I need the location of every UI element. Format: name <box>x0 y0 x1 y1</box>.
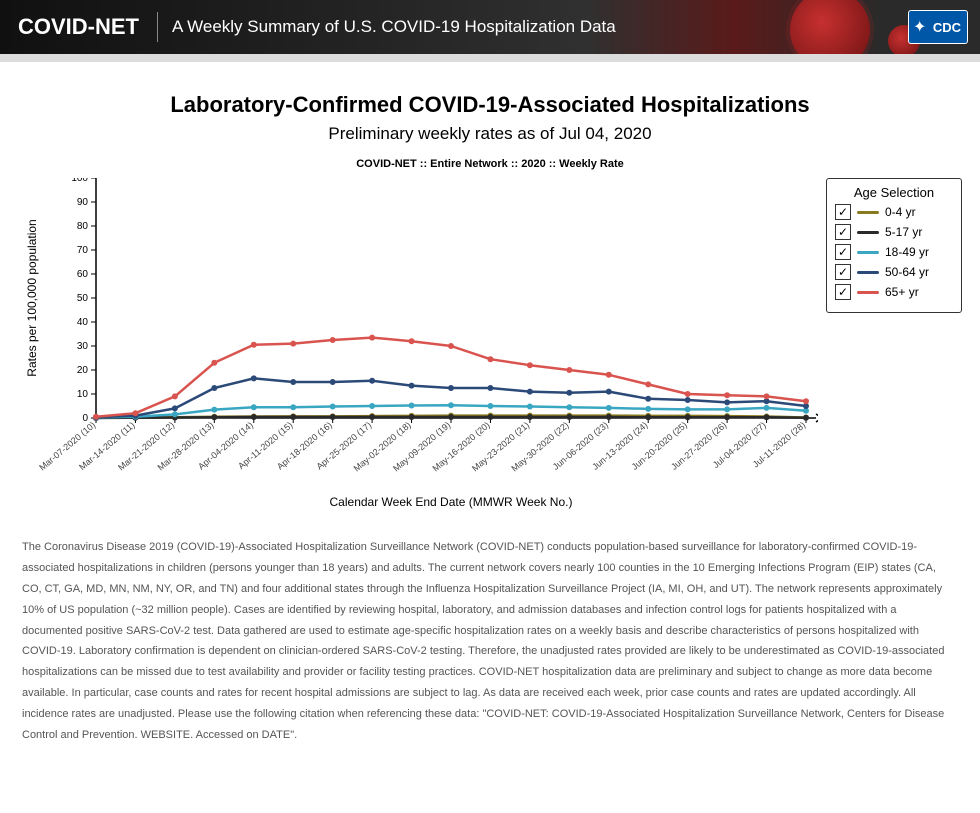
svg-text:Rates per 100,000 population: Rates per 100,000 population <box>25 219 39 376</box>
svg-text:100: 100 <box>71 178 88 184</box>
content: Laboratory-Confirmed COVID-19-Associated… <box>0 62 980 776</box>
legend-checkbox[interactable]: ✓ <box>835 244 851 260</box>
description-text: The Coronavirus Disease 2019 (COVID-19)-… <box>18 523 962 766</box>
line-chart: 0102030405060708090100Rates per 100,000 … <box>18 178 818 518</box>
legend-item-0[interactable]: ✓ 0-4 yr <box>835 204 953 220</box>
svg-text:30: 30 <box>77 341 89 352</box>
svg-text:60: 60 <box>77 269 89 280</box>
chart-title: Laboratory-Confirmed COVID-19-Associated… <box>18 92 962 118</box>
cdc-badge: ✦ CDC <box>908 10 968 44</box>
svg-text:80: 80 <box>77 221 89 232</box>
legend-swatch <box>857 231 879 234</box>
legend-label: 65+ yr <box>885 285 919 299</box>
legend-label: 50-64 yr <box>885 265 929 279</box>
legend-item-1[interactable]: ✓ 5-17 yr <box>835 224 953 240</box>
svg-text:10: 10 <box>77 389 89 400</box>
legend-swatch <box>857 251 879 254</box>
legend-item-3[interactable]: ✓ 50-64 yr <box>835 264 953 280</box>
svg-text:20: 20 <box>77 365 89 376</box>
legend-checkbox[interactable]: ✓ <box>835 284 851 300</box>
age-selection-legend: Age Selection ✓ 0-4 yr ✓ 5-17 yr ✓ 18-49 yr ✓ 5… <box>826 178 962 313</box>
chart-row: 0102030405060708090100Rates per 100,000 … <box>18 178 962 523</box>
header-subtitle: A Weekly Summary of U.S. COVID-19 Hospit… <box>158 17 616 37</box>
legend-swatch <box>857 211 879 214</box>
svg-text:50: 50 <box>77 293 89 304</box>
legend-label: 5-17 yr <box>885 225 922 239</box>
svg-text:Calendar Week End Date (MMWR W: Calendar Week End Date (MMWR Week No.) <box>330 495 573 509</box>
legend-item-2[interactable]: ✓ 18-49 yr <box>835 244 953 260</box>
header-banner: COVID-NET A Weekly Summary of U.S. COVID… <box>0 0 980 54</box>
legend-item-4[interactable]: ✓ 65+ yr <box>835 284 953 300</box>
legend-label: 18-49 yr <box>885 245 929 259</box>
chart-caption: COVID-NET :: Entire Network :: 2020 :: W… <box>18 158 962 170</box>
legend-swatch <box>857 271 879 274</box>
svg-text:70: 70 <box>77 245 89 256</box>
cdc-text: CDC <box>933 20 961 35</box>
svg-text:40: 40 <box>77 317 89 328</box>
legend-title: Age Selection <box>835 185 953 200</box>
legend-checkbox[interactable]: ✓ <box>835 264 851 280</box>
hhs-icon: ✦ <box>913 17 933 37</box>
divider-strip <box>0 54 980 62</box>
svg-text:90: 90 <box>77 197 89 208</box>
legend-checkbox[interactable]: ✓ <box>835 224 851 240</box>
chart-container: 0102030405060708090100Rates per 100,000 … <box>18 178 818 523</box>
legend-label: 0-4 yr <box>885 205 916 219</box>
virus-graphic <box>790 0 870 54</box>
chart-subtitle: Preliminary weekly rates as of Jul 04, 2… <box>18 124 962 144</box>
legend-checkbox[interactable]: ✓ <box>835 204 851 220</box>
legend-swatch <box>857 291 879 294</box>
covid-net-logo: COVID-NET <box>0 12 158 42</box>
